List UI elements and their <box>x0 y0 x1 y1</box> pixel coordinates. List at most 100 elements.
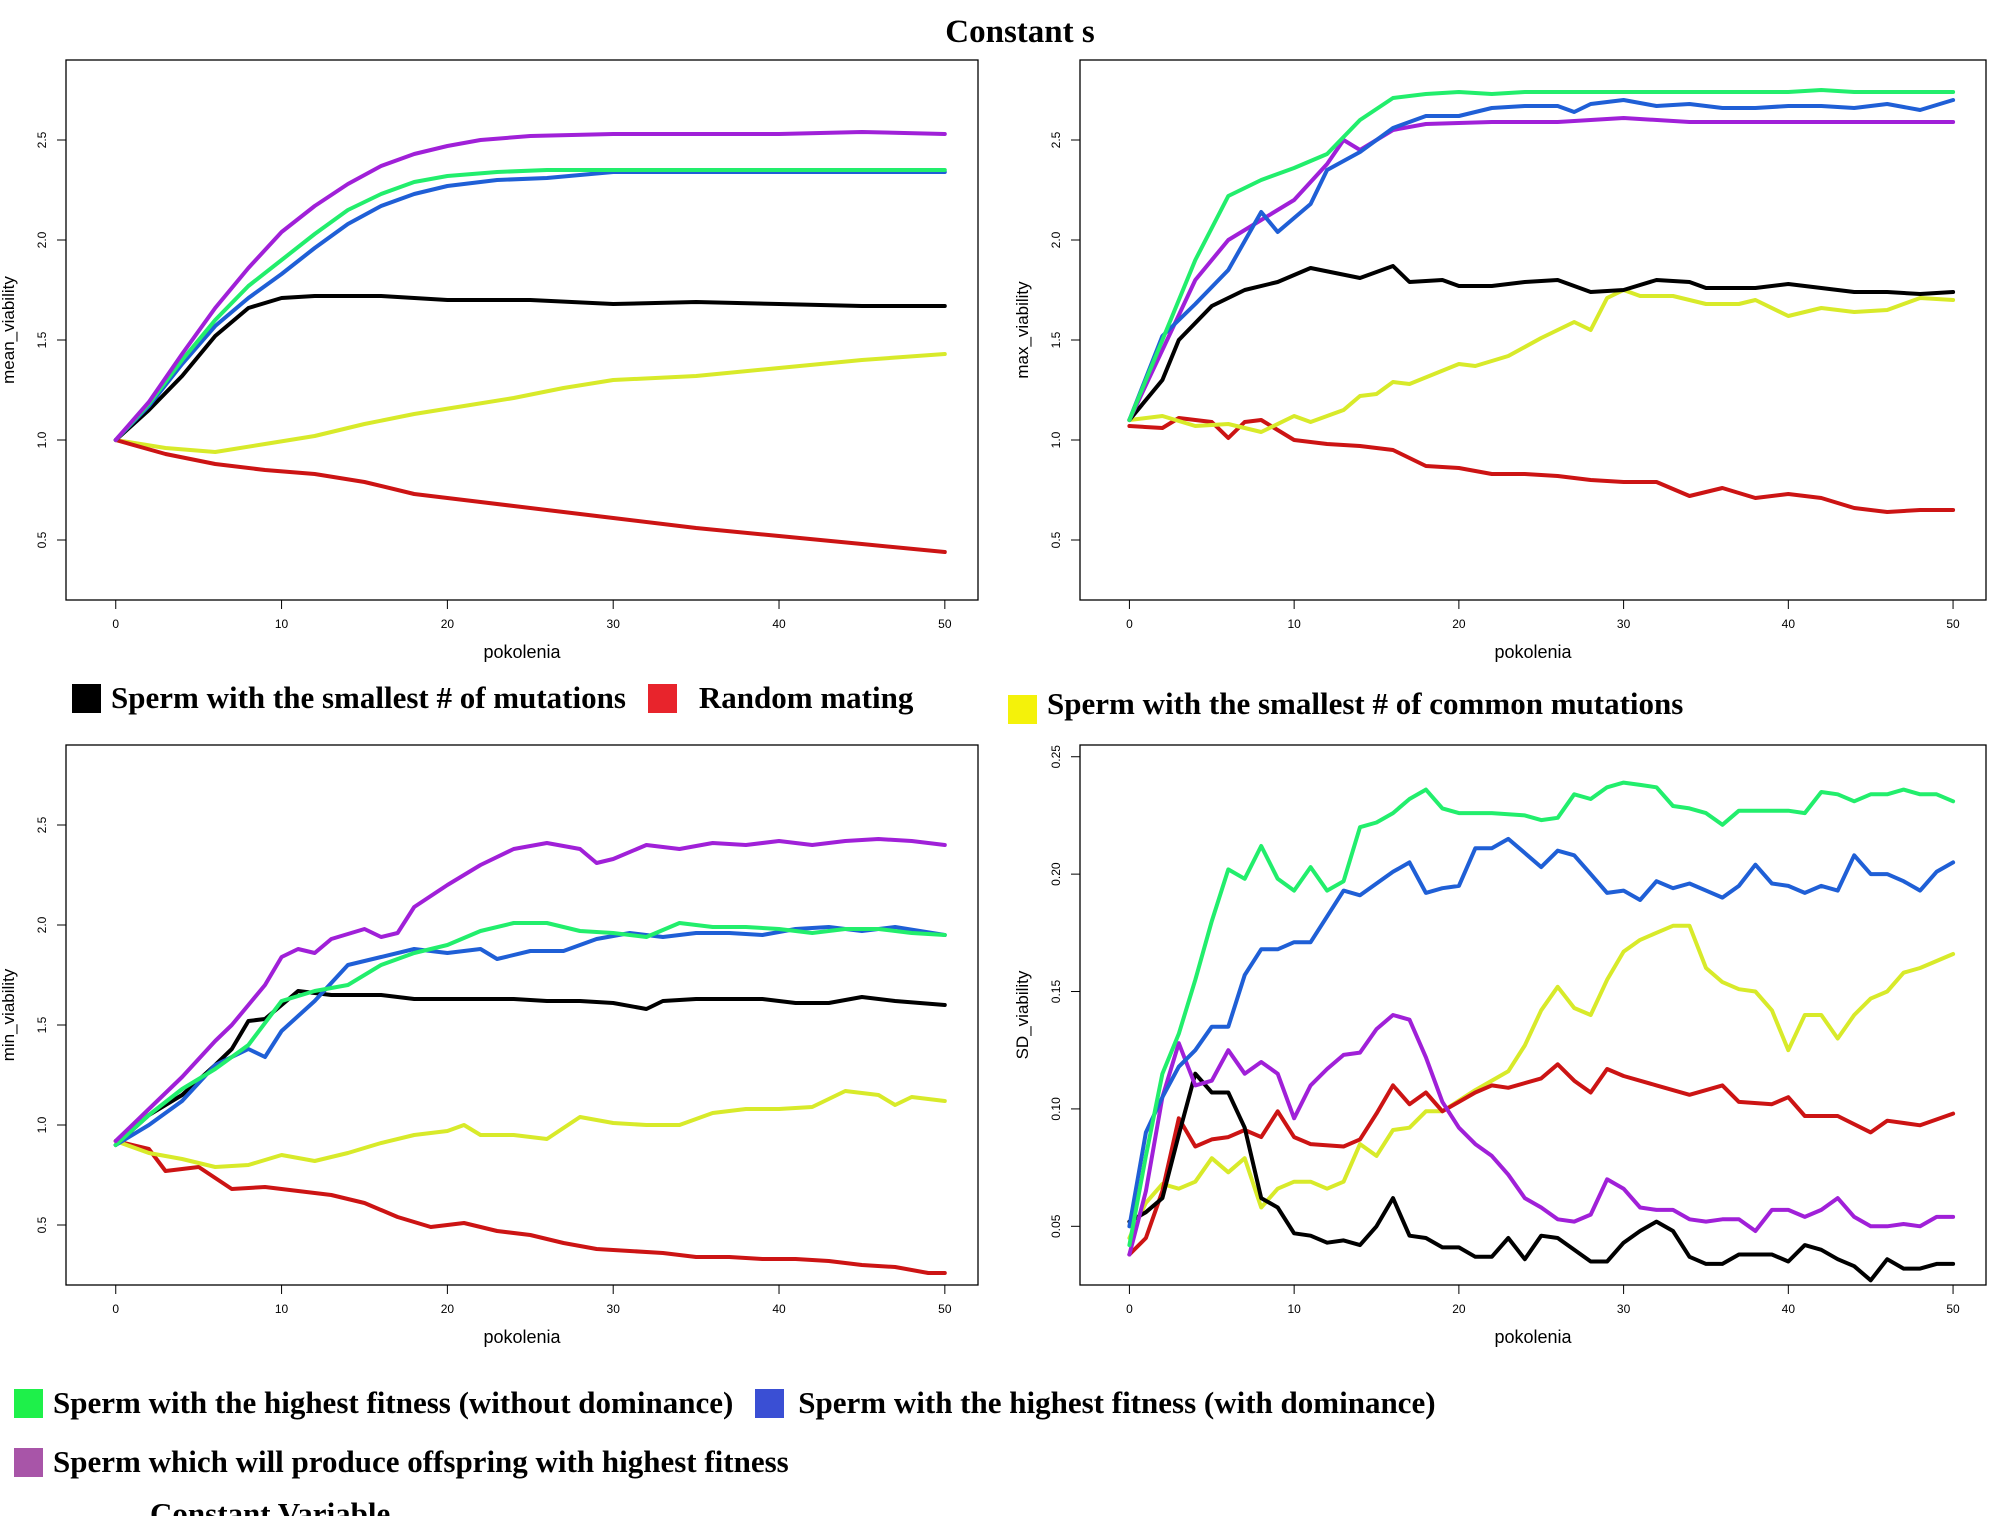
y-tick-label: 2.5 <box>35 131 49 148</box>
y-tick-label: 0.5 <box>1049 531 1063 548</box>
y-axis-label: max_viability <box>1013 281 1032 379</box>
legend-row-top-right: Sperm with the smallest # of common muta… <box>1008 683 1683 724</box>
series-line-purple <box>1127 1013 1956 1257</box>
y-tick-label: 2.5 <box>35 816 49 833</box>
x-tick-label: 30 <box>1617 617 1631 631</box>
x-tick-label: 40 <box>1782 1302 1796 1316</box>
x-tick-label: 20 <box>441 617 455 631</box>
x-tick-label: 20 <box>441 1302 455 1316</box>
plot-frame <box>65 744 979 1286</box>
figure-title: Constant s <box>945 14 1095 50</box>
y-tick-label: 1.0 <box>1049 431 1063 448</box>
x-tick-label: 10 <box>275 617 289 631</box>
series-line-yellow <box>1127 288 1956 434</box>
x-tick-label: 50 <box>1946 1302 1960 1316</box>
y-tick-label: 1.5 <box>35 331 49 348</box>
plot-frame <box>1079 59 1987 601</box>
x-tick-label: 10 <box>1287 1302 1301 1316</box>
legend-row-bottom-2: Sperm which will produce offspring with … <box>14 1444 789 1480</box>
chart-mean-viability: 0 10 20 30 40 50 0.5 1.0 1.5 2.0 2.5 pokolenia mean_… <box>0 59 979 662</box>
y-tick-label: 0.05 <box>1049 1214 1063 1238</box>
x-tick-label: 40 <box>1782 617 1796 631</box>
series-line-black <box>1127 1071 1956 1283</box>
series-line-red <box>1127 416 1956 514</box>
y-axis-label: min_viability <box>0 968 18 1061</box>
chart-max-viability: 0 10 20 30 40 50 0.5 1.0 1.5 2.0 2.5 pokolenia max_v… <box>1013 59 1987 662</box>
y-tick-label: 2.0 <box>1049 231 1063 248</box>
x-tick-label: 30 <box>1617 1302 1631 1316</box>
y-axis-label: SD_viability <box>1013 970 1032 1059</box>
series-line-blue <box>1127 836 1956 1229</box>
legend-label-black: Sperm with the smallest # of mutations <box>111 680 626 715</box>
plot-frame <box>65 59 979 601</box>
x-tick-label: 40 <box>772 617 786 631</box>
series-line-purple <box>1127 116 1956 422</box>
legend-swatch-blue <box>755 1388 785 1418</box>
chart-sd-viability: 0 10 20 30 40 50 0.05 0.10 0.15 0.20 0.25 pokolenia… <box>1013 744 1987 1347</box>
x-tick-label: 50 <box>938 617 952 631</box>
chart-min-viability: 0 10 20 30 40 50 0.5 1.0 1.5 2.0 2.5 pokolenia min_v… <box>0 744 979 1347</box>
series-line-black <box>113 989 947 1147</box>
x-tick-label: 30 <box>607 1302 621 1316</box>
x-tick-label: 20 <box>1452 1302 1466 1316</box>
y-tick-label: 0.10 <box>1049 1097 1063 1121</box>
x-axis-label: pokolenia <box>1494 1327 1572 1347</box>
y-tick-label: 1.5 <box>35 1016 49 1033</box>
x-axis-label: pokolenia <box>1494 642 1572 662</box>
y-tick-label: 0.25 <box>1049 745 1063 769</box>
series-line-green <box>1127 88 1956 422</box>
plot-frame <box>1079 744 1987 1286</box>
legend-label-blue: Sperm with the highest fitness (with dom… <box>798 1385 1436 1420</box>
y-tick-label: 2.5 <box>1049 131 1063 148</box>
series-line-black <box>1127 264 1956 422</box>
x-tick-label: 50 <box>938 1302 952 1316</box>
y-tick-label: 0.15 <box>1049 980 1063 1004</box>
legend-row-top: Sperm with the smallest # of mutations R… <box>72 680 913 716</box>
series-line-green <box>113 168 947 442</box>
series-line-purple <box>113 837 947 1143</box>
y-tick-label: 2.0 <box>35 916 49 933</box>
y-tick-label: 1.5 <box>1049 331 1063 348</box>
legend-swatch-red <box>647 683 677 713</box>
x-axis-label: pokolenia <box>483 642 561 662</box>
cutoff-text: Constant Variable <box>150 1496 391 1516</box>
series-line-green <box>113 921 947 1147</box>
x-axis-label: pokolenia <box>483 1327 561 1347</box>
x-tick-label: 0 <box>1126 617 1133 631</box>
series-line-black <box>113 294 947 442</box>
legend-swatch-green <box>14 1388 43 1418</box>
y-tick-label: 0.5 <box>35 531 49 548</box>
series-line-red <box>1127 1062 1956 1257</box>
x-tick-label: 0 <box>112 1302 119 1316</box>
y-axis-label: mean_viability <box>0 276 18 384</box>
legend-label-purple: Sperm which will produce offspring with … <box>53 1444 789 1479</box>
series-line-red <box>113 438 947 554</box>
x-tick-label: 10 <box>1287 617 1301 631</box>
x-tick-label: 0 <box>112 617 119 631</box>
series-line-red <box>113 1139 947 1275</box>
series-line-blue <box>1127 98 1956 422</box>
legend-label-yellow: Sperm with the smallest # of common muta… <box>1047 685 1684 721</box>
x-tick-label: 30 <box>607 617 621 631</box>
x-tick-label: 20 <box>1452 617 1466 631</box>
legend-row-bottom-1: Sperm with the highest fitness (without … <box>14 1385 1436 1421</box>
x-tick-label: 50 <box>1946 617 1960 631</box>
series-line-yellow <box>113 352 947 454</box>
y-tick-label: 0.5 <box>35 1216 49 1233</box>
series-line-yellow <box>113 1089 947 1169</box>
y-tick-label: 2.0 <box>35 231 49 248</box>
y-tick-label: 0.20 <box>1049 862 1063 886</box>
series-line-yellow <box>1127 923 1956 1240</box>
legend-label-green: Sperm with the highest fitness (without … <box>53 1385 734 1420</box>
legend-swatch-yellow <box>1008 695 1037 724</box>
series-line-purple <box>113 130 947 442</box>
legend-label-red: Random mating <box>698 680 914 715</box>
legend-swatch-purple <box>14 1447 43 1477</box>
x-tick-label: 40 <box>772 1302 786 1316</box>
y-tick-label: 1.0 <box>35 431 49 448</box>
legend-swatch-black <box>72 683 101 713</box>
x-tick-label: 10 <box>275 1302 289 1316</box>
y-tick-label: 1.0 <box>35 1116 49 1133</box>
series-line-green <box>1127 780 1956 1248</box>
x-tick-label: 0 <box>1126 1302 1133 1316</box>
